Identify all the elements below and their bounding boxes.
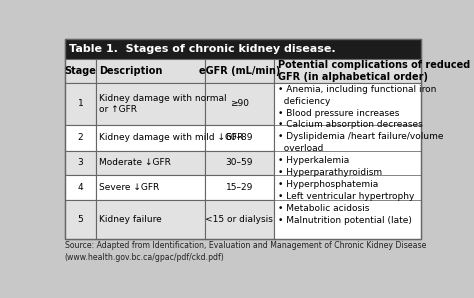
Text: eGFR (mL/min): eGFR (mL/min) — [199, 66, 280, 76]
Bar — [65, 175, 96, 200]
Text: Description: Description — [99, 66, 162, 76]
Bar — [65, 200, 96, 239]
Bar — [96, 59, 205, 83]
Bar — [96, 125, 205, 151]
Bar — [96, 175, 205, 200]
Bar — [65, 59, 96, 83]
Bar — [65, 39, 421, 239]
Bar — [205, 83, 274, 125]
Text: ≥90: ≥90 — [230, 99, 249, 108]
Bar — [65, 39, 421, 239]
Text: Potential complications of reduced
GFR (in alphabetical order): Potential complications of reduced GFR (… — [278, 60, 470, 82]
Text: Severe ↓GFR: Severe ↓GFR — [99, 183, 159, 192]
Text: • Anemia, including functional iron
  deficiency
• Blood pressure increases
• Ca: • Anemia, including functional iron defi… — [278, 85, 443, 225]
Text: Moderate ↓GFR: Moderate ↓GFR — [99, 159, 171, 167]
Bar — [205, 59, 274, 83]
Bar — [65, 151, 96, 175]
Text: 15–29: 15–29 — [226, 183, 253, 192]
Text: 30–59: 30–59 — [226, 159, 253, 167]
Text: Table 1.  Stages of chronic kidney disease.: Table 1. Stages of chronic kidney diseas… — [69, 44, 336, 54]
Text: 2: 2 — [78, 133, 83, 142]
Text: 1: 1 — [77, 99, 83, 108]
Bar — [96, 83, 205, 125]
Text: Kidney damage with normal
or ↑GFR: Kidney damage with normal or ↑GFR — [99, 94, 227, 114]
Text: <15 or dialysis: <15 or dialysis — [205, 215, 273, 224]
Bar — [205, 200, 274, 239]
Bar — [205, 151, 274, 175]
Text: 3: 3 — [77, 159, 83, 167]
Bar — [205, 125, 274, 151]
Bar — [274, 83, 421, 239]
Bar — [65, 83, 96, 125]
Text: 60–89: 60–89 — [226, 133, 253, 142]
Text: 5: 5 — [77, 215, 83, 224]
Text: Kidney damage with mild ↓GFR: Kidney damage with mild ↓GFR — [99, 133, 243, 142]
Bar — [205, 175, 274, 200]
Bar — [96, 200, 205, 239]
Bar — [65, 39, 421, 59]
Text: Source: Adapted from Identification, Evaluation and Management of Chronic Kidney: Source: Adapted from Identification, Eva… — [65, 241, 426, 262]
Text: Stage: Stage — [64, 66, 96, 76]
Bar — [96, 151, 205, 175]
Bar — [65, 125, 96, 151]
Text: Kidney failure: Kidney failure — [99, 215, 162, 224]
Bar — [274, 59, 421, 83]
Text: 4: 4 — [78, 183, 83, 192]
